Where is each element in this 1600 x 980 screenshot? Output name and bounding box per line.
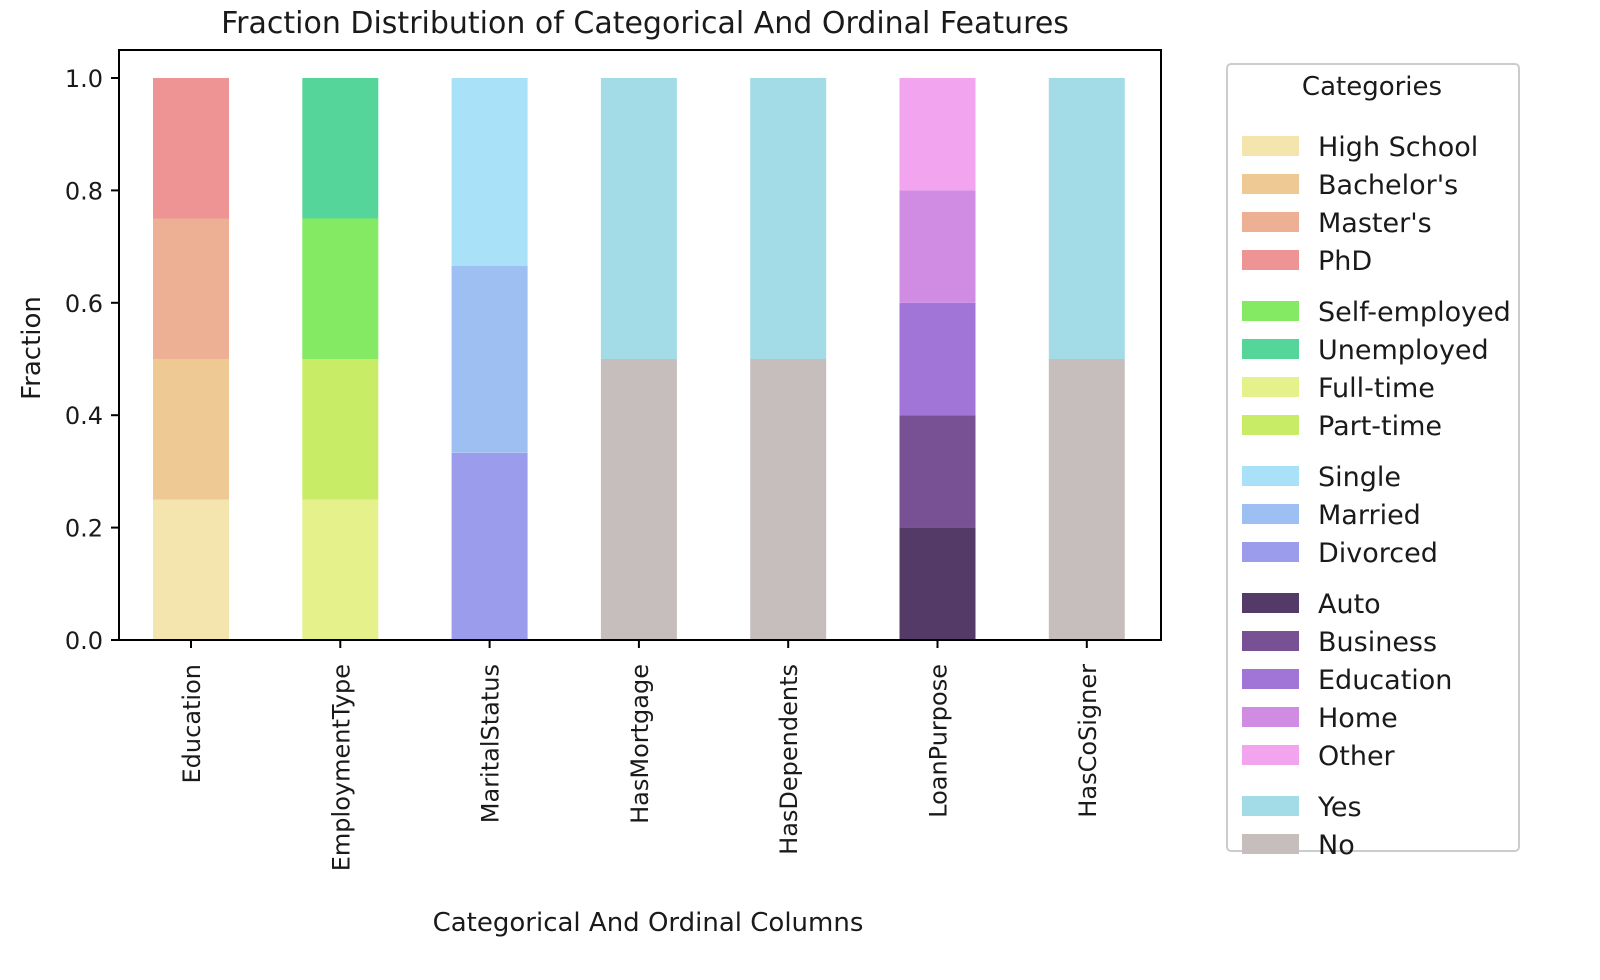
bar-segment-employmenttype-self-employed xyxy=(302,218,379,359)
y-tick-label: 1.0 xyxy=(65,65,103,93)
legend-label-divorced: Divorced xyxy=(1318,538,1438,569)
y-tick-label: 0.2 xyxy=(65,515,103,543)
legend-swatch-divorced xyxy=(1242,542,1299,562)
legend-label-yes: Yes xyxy=(1317,792,1362,823)
bar-segment-loanpurpose-business xyxy=(899,415,976,528)
y-axis: 0.0 0.2 0.4 0.6 0.8 1.0 xyxy=(65,65,119,655)
y-tick-label: 0.8 xyxy=(65,177,103,205)
plot-frame xyxy=(118,49,1162,641)
bar-segment-hascosigner-no xyxy=(1048,359,1125,640)
bar-segment-maritalstatus-single xyxy=(451,78,528,266)
legend-label-phd: PhD xyxy=(1318,246,1372,277)
legend-label-other: Other xyxy=(1318,741,1396,772)
bar-segment-education-phd xyxy=(153,78,229,219)
legend-swatch-phd xyxy=(1242,250,1299,270)
legend-label-home: Home xyxy=(1318,703,1398,734)
legend-swatch-other xyxy=(1242,745,1299,765)
bar-segment-hascosigner-yes xyxy=(1048,78,1125,359)
legend-swatch-business xyxy=(1242,631,1299,651)
bar-segment-employmenttype-unemployed xyxy=(302,78,379,219)
bars-layer xyxy=(153,78,1125,640)
bar-segment-loanpurpose-education xyxy=(899,302,976,416)
bar-segment-hasmortgage-yes xyxy=(600,78,677,359)
legend-swatch-full-time xyxy=(1242,377,1299,397)
legend-swatch-no xyxy=(1242,834,1299,854)
legend-frame xyxy=(1226,63,1520,852)
legend-swatch-yes xyxy=(1242,796,1299,816)
y-tick-label: 0.0 xyxy=(65,627,103,655)
x-tick-label-hasmortgage: HasMortgage xyxy=(626,664,654,824)
legend-swatch-auto xyxy=(1242,593,1299,613)
bar-segment-hasdependents-no xyxy=(750,359,827,640)
legend-items: High School Bachelor's Master's PhD Self-emp… xyxy=(1242,132,1511,861)
legend-swatch-education xyxy=(1242,669,1299,689)
x-axis-label: Categorical And Ordinal Columns xyxy=(433,908,864,938)
legend-label-married: Married xyxy=(1318,500,1421,531)
legend-label-auto: Auto xyxy=(1318,589,1381,620)
bar-segment-education-master-s xyxy=(153,218,229,359)
bar-segment-hasdependents-yes xyxy=(750,78,827,359)
legend-swatch-single xyxy=(1242,466,1299,486)
bar-segment-employmenttype-part-time xyxy=(302,359,379,500)
legend-swatch-high-school xyxy=(1242,136,1299,156)
x-axis: Education EmploymentType MaritalStatus HasM… xyxy=(178,640,1102,871)
x-tick-label-hascosigner: HasCoSigner xyxy=(1074,664,1102,818)
bar-segment-loanpurpose-auto xyxy=(899,527,976,640)
bar-segment-education-high-school xyxy=(153,499,229,640)
legend-swatch-bachelor-s xyxy=(1242,174,1299,194)
legend-label-master-s: Master's xyxy=(1318,208,1432,239)
legend-label-business: Business xyxy=(1318,627,1437,658)
y-tick-label: 0.4 xyxy=(65,402,103,430)
bar-segment-loanpurpose-other xyxy=(899,78,976,191)
legend-label-full-time: Full-time xyxy=(1318,373,1435,404)
bar-segment-loanpurpose-home xyxy=(899,190,976,303)
legend-label-bachelor-s: Bachelor's xyxy=(1318,170,1458,201)
legend-swatch-married xyxy=(1242,504,1299,524)
legend-label-no: No xyxy=(1318,830,1355,861)
legend-swatch-self-employed xyxy=(1242,301,1299,321)
legend-label-part-time: Part-time xyxy=(1318,411,1442,442)
legend-label-unemployed: Unemployed xyxy=(1318,335,1489,366)
legend-swatch-master-s xyxy=(1242,212,1299,232)
x-tick-label-employmenttype: EmploymentType xyxy=(327,664,355,871)
legend-label-education: Education xyxy=(1318,665,1452,696)
x-tick-label-education: Education xyxy=(178,664,206,783)
legend-label-self-employed: Self-employed xyxy=(1318,297,1511,328)
legend: Categories High School Bachelor's Master's… xyxy=(1226,63,1520,861)
bar-segment-maritalstatus-married xyxy=(451,265,528,453)
x-tick-label-loanpurpose: LoanPurpose xyxy=(925,664,953,818)
bar-segment-hasmortgage-no xyxy=(600,359,677,640)
y-axis-label: Fraction xyxy=(17,296,47,400)
y-tick-label: 0.6 xyxy=(65,290,103,318)
legend-label-high-school: High School xyxy=(1318,132,1478,163)
legend-swatch-part-time xyxy=(1242,415,1299,435)
legend-swatch-unemployed xyxy=(1242,339,1299,359)
bar-segment-maritalstatus-divorced xyxy=(451,452,528,640)
legend-label-single: Single xyxy=(1318,462,1401,493)
bar-segment-education-bachelor-s xyxy=(153,359,229,500)
legend-swatch-home xyxy=(1242,707,1299,727)
x-tick-label-hasdependents: HasDependents xyxy=(775,664,803,855)
legend-title: Categories xyxy=(1302,72,1442,102)
chart-title: Fraction Distribution of Categorical And… xyxy=(221,6,1069,41)
bar-segment-employmenttype-full-time xyxy=(302,499,379,640)
x-tick-label-maritalstatus: MaritalStatus xyxy=(477,664,505,823)
